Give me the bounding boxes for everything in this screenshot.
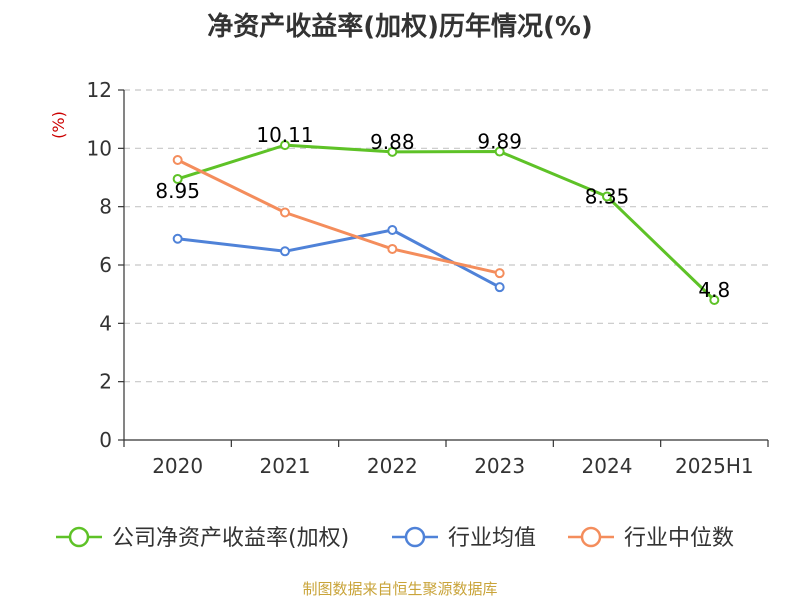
data-point [172, 155, 183, 165]
y-tick-label: 4 [99, 311, 112, 335]
y-tick-label: 12 [87, 78, 112, 102]
legend-item: 公司净资产收益率(加权) [56, 526, 349, 551]
data-label: 4.8 [698, 278, 730, 302]
legend-label: 公司净资产收益率(加权) [112, 526, 349, 551]
y-tick-label: 10 [87, 136, 112, 160]
data-label: 9.88 [370, 130, 415, 154]
data-label: 8.95 [155, 179, 200, 203]
legend-marker [68, 526, 90, 548]
y-tick-label: 0 [99, 428, 112, 452]
data-point [387, 243, 398, 254]
legend-label: 行业中位数 [624, 526, 734, 551]
data-point [387, 225, 398, 235]
y-axis-label: (%) [49, 111, 68, 139]
data-point [602, 191, 612, 202]
grid-lines [124, 89, 768, 383]
legend-marker [580, 526, 602, 548]
data-point [280, 246, 290, 257]
data-label: 9.89 [477, 130, 522, 154]
y-tick-label: 2 [99, 370, 112, 394]
data-point [172, 233, 183, 244]
x-tick-label: 2021 [260, 454, 311, 478]
chart-title: 净资产收益率(加权)历年情况(%) [207, 12, 593, 42]
source-note: 制图数据来自恒生聚源数据库 [302, 580, 498, 598]
data-point [494, 268, 505, 279]
axes: 0 2 4 6 8 10 12 (%) 2020 2021 2022 2023 2024 2025H1 [49, 78, 769, 478]
series-line-1 [177, 228, 501, 289]
legend-item: 行业中位数 [568, 526, 734, 551]
x-tick-label: 2025H1 [675, 454, 754, 478]
series-layer [172, 140, 720, 305]
x-tick-label: 2024 [582, 454, 633, 478]
x-tick-label: 2023 [474, 454, 525, 478]
legend-marker [404, 526, 426, 548]
data-label: 8.35 [585, 184, 630, 208]
data-point [172, 173, 183, 184]
data-point [494, 282, 505, 293]
x-tick-label: 2020 [152, 454, 203, 478]
series-line-2 [177, 158, 500, 275]
data-point [494, 146, 505, 157]
series-line-0 [177, 143, 716, 302]
legend-item: 行业均值 [392, 526, 536, 551]
legend-label: 行业均值 [448, 526, 536, 551]
data-point [387, 146, 398, 157]
y-tick-label: 8 [99, 195, 112, 219]
x-tick-label: 2022 [367, 454, 418, 478]
data-labels: 8.95 10.11 9.88 9.89 8.35 4.8 [155, 123, 730, 302]
data-point [709, 295, 720, 305]
y-tick-label: 6 [99, 253, 112, 277]
legend: 公司净资产收益率(加权) 行业均值 行业中位数 [56, 526, 734, 551]
data-point [280, 207, 290, 218]
data-label: 10.11 [256, 123, 313, 147]
data-point [280, 140, 290, 151]
